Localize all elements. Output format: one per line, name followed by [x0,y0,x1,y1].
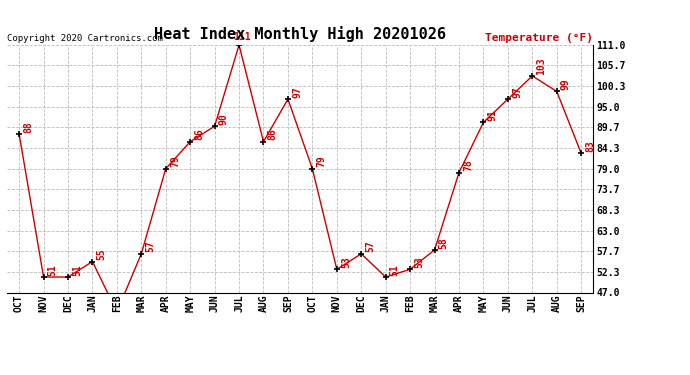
Text: 111: 111 [233,32,250,42]
Text: 51: 51 [72,264,82,276]
Text: 97: 97 [512,86,522,98]
Text: 86: 86 [268,129,277,140]
Text: 51: 51 [390,264,400,276]
Text: 53: 53 [341,256,351,268]
Text: 83: 83 [585,140,595,152]
Text: 55: 55 [97,248,106,260]
Title: Heat Index Monthly High 20201026: Heat Index Monthly High 20201026 [154,27,446,42]
Text: 79: 79 [317,156,326,167]
Text: 88: 88 [23,121,33,132]
Text: 57: 57 [146,241,155,252]
Text: 91: 91 [488,109,497,121]
Text: Temperature (°F): Temperature (°F) [485,33,593,42]
Text: 51: 51 [48,264,58,276]
Text: Copyright 2020 Cartronics.com: Copyright 2020 Cartronics.com [7,33,163,42]
Text: 57: 57 [366,241,375,252]
Text: 79: 79 [170,156,180,167]
Text: 42: 42 [0,374,1,375]
Text: 78: 78 [463,159,473,171]
Text: 58: 58 [439,237,449,249]
Text: 99: 99 [561,78,571,90]
Text: 103: 103 [536,57,546,75]
Text: 90: 90 [219,113,229,125]
Text: 86: 86 [195,129,204,140]
Text: 97: 97 [292,86,302,98]
Text: 53: 53 [414,256,424,268]
